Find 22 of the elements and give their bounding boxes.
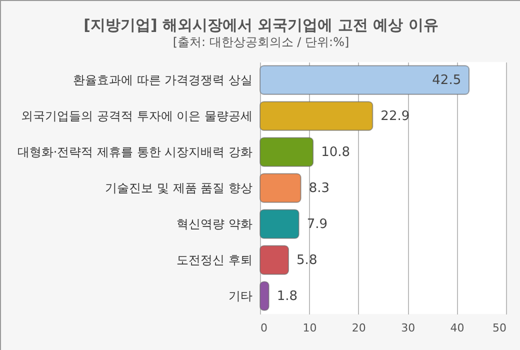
y-tick-label: 대형화·전략적 제휴를 통한 시장지배력 강화 xyxy=(17,145,252,159)
x-tick-label: 30 xyxy=(401,322,416,334)
x-tick-label: 10 xyxy=(302,322,317,334)
data-label: 1.8 xyxy=(276,289,298,304)
x-tick-label: 0 xyxy=(260,322,268,334)
y-tick-label: 기술진보 및 제품 품질 향상 xyxy=(105,181,252,195)
chart-subtitle: [출처: 대한상공회의소 / 단위:%] xyxy=(172,35,350,49)
data-label: 7.9 xyxy=(306,217,328,232)
y-tick-label: 환율효과에 따른 가격경쟁력 상실 xyxy=(73,73,252,87)
x-tick-label: 40 xyxy=(450,322,464,334)
y-tick-label: 도전정신 후퇴 xyxy=(176,253,252,267)
y-tick-label: 기타 xyxy=(228,289,252,303)
y-tick-label: 혁신역량 약화 xyxy=(176,217,252,231)
data-label: 8.3 xyxy=(308,181,330,196)
data-label: 5.8 xyxy=(296,253,318,268)
y-tick-label: 외국기업들의 공격적 투자에 이은 물량공세 xyxy=(21,109,252,123)
x-tick-label: 20 xyxy=(352,322,366,334)
chart-title: [지방기업] 해외시장에서 외국기업에 고전 예상 이유 xyxy=(84,16,438,34)
x-tick-label: 50 xyxy=(492,322,506,334)
data-label: 22.9 xyxy=(380,109,410,124)
data-label: 10.8 xyxy=(321,145,350,160)
data-label: 42.5 xyxy=(432,73,462,88)
